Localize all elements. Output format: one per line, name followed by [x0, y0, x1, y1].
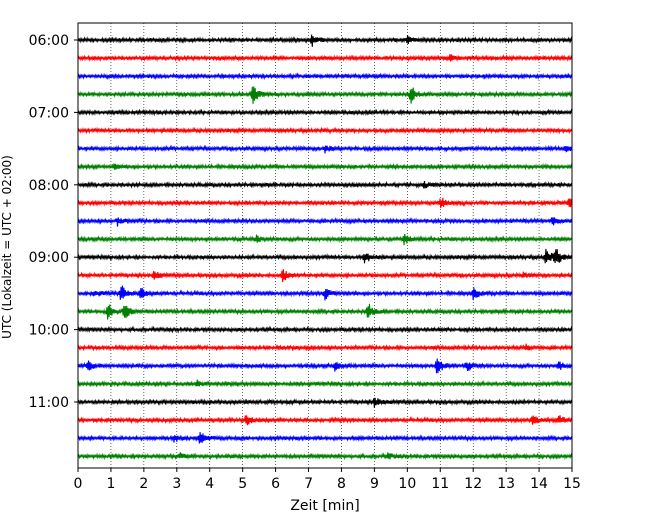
x-tick-label: 3	[172, 476, 181, 492]
trace-line	[77, 303, 573, 320]
traces	[77, 34, 573, 461]
x-tick-label: 8	[337, 476, 346, 492]
x-tick-label: 15	[563, 476, 581, 492]
trace-line	[77, 358, 573, 374]
trace-line	[77, 162, 573, 171]
x-tick-label: 11	[431, 476, 449, 492]
plot-frame	[77, 22, 573, 469]
y-tick-label: 10:00	[29, 323, 69, 339]
trace-line	[77, 432, 573, 444]
trace-line	[77, 108, 573, 117]
trace-line	[77, 86, 573, 104]
x-tick-label: 7	[304, 476, 313, 492]
x-tick-label: 5	[238, 476, 247, 492]
trace-line	[77, 325, 573, 334]
trace-line	[77, 234, 573, 246]
x-axis: 0 1 2 3 4 5 6 7 8 9 10 11 12 13 14 15	[74, 468, 581, 492]
x-tick-label: 13	[497, 476, 515, 492]
x-axis-label: Zeit [min]	[290, 498, 359, 514]
trace-line	[77, 452, 573, 461]
y-axis: 06:00 07:00 08:00 09:00 10:00 11:00	[29, 33, 78, 411]
trace-line	[77, 180, 573, 189]
y-tick-label: 06:00	[29, 33, 69, 49]
grid-lines	[110, 23, 540, 468]
trace-line	[77, 379, 573, 388]
trace-line	[77, 144, 573, 154]
trace-line	[77, 217, 573, 227]
x-tick-label: 4	[205, 476, 214, 492]
x-tick-label: 12	[464, 476, 482, 492]
trace-line	[77, 126, 573, 135]
x-tick-label: 0	[74, 476, 83, 492]
trace-line	[77, 72, 573, 81]
y-tick-label: 11:00	[29, 395, 69, 411]
y-tick-label: 09:00	[29, 250, 69, 266]
x-tick-label: 6	[271, 476, 280, 492]
trace-line	[77, 54, 573, 63]
y-axis-label: UTC (Lokalzeit = UTC + 02:00)	[0, 155, 14, 339]
y-tick-label: 07:00	[29, 105, 69, 121]
trace-line	[77, 415, 573, 426]
trace-line	[77, 343, 573, 352]
x-tick-label: 9	[370, 476, 379, 492]
x-tick-label: 2	[139, 476, 148, 492]
trace-line	[77, 197, 573, 209]
x-tick-label: 14	[530, 476, 548, 492]
x-tick-label: 1	[106, 476, 115, 492]
x-tick-label: 10	[398, 476, 416, 492]
trace-line	[77, 248, 573, 264]
trace-line	[77, 34, 573, 47]
trace-line	[77, 285, 573, 301]
y-tick-label: 08:00	[29, 178, 69, 194]
trace-line	[77, 397, 573, 408]
trace-line	[77, 269, 573, 283]
